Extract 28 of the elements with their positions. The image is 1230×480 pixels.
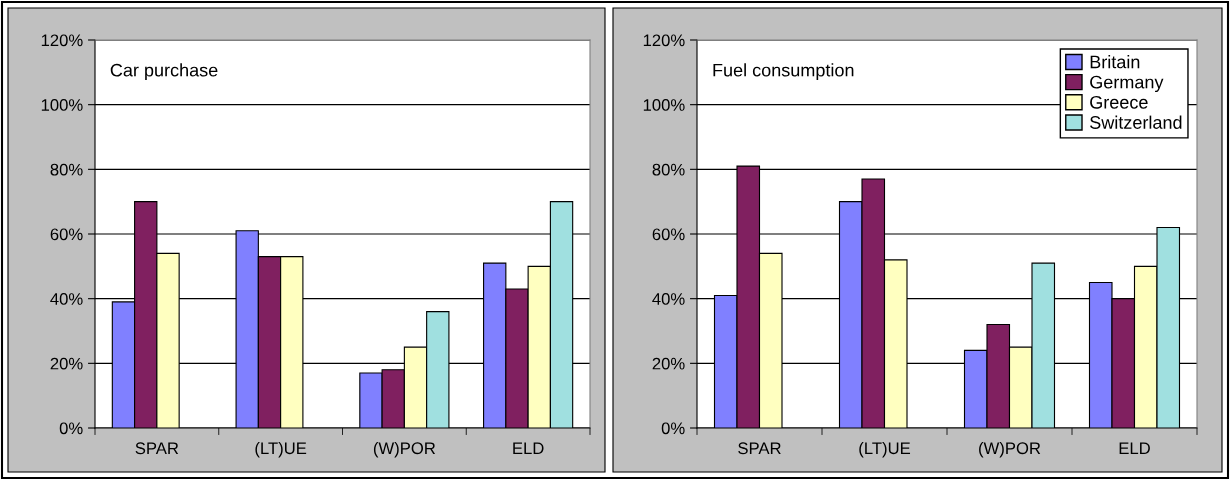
- y-tick-label: 100%: [643, 99, 685, 111]
- y-tick-label: 120%: [41, 34, 83, 47]
- x-tick-label: (LT)UE: [859, 441, 911, 458]
- text: Car purchase: [110, 63, 218, 81]
- legend-label: Germany: [1090, 75, 1164, 93]
- y-tick-label: 20%: [50, 357, 83, 370]
- legend-label: Switzerland: [1090, 115, 1182, 129]
- x-tick-label: (W)POR: [979, 441, 1041, 458]
- y-tick-label: 40%: [50, 293, 83, 305]
- y-tick-label: 80%: [50, 163, 83, 176]
- x-tick-label: (LT)UE: [255, 441, 307, 458]
- x-tick-label: ELD: [1119, 442, 1150, 454]
- y-tick-label: 100%: [41, 99, 83, 111]
- y-tick-label: 40%: [652, 293, 685, 305]
- x-tick-label: SPAR: [135, 442, 179, 455]
- legend-label: Britain: [1090, 55, 1140, 69]
- legend-label: Greece: [1090, 95, 1148, 109]
- text: Fuel consumption: [713, 63, 854, 81]
- x-tick-label: SPAR: [738, 442, 781, 455]
- y-tick-label: 120%: [643, 34, 685, 47]
- y-tick-label: 60%: [50, 228, 83, 241]
- x-tick-label: ELD: [513, 442, 544, 454]
- x-tick-label: (W)POR: [373, 441, 436, 458]
- y-tick-label: 80%: [652, 163, 685, 176]
- y-tick-label: 60%: [652, 228, 685, 241]
- y-tick-label: 0%: [59, 422, 83, 435]
- y-tick-label: 20%: [652, 357, 685, 370]
- y-tick-label: 0%: [661, 422, 685, 435]
